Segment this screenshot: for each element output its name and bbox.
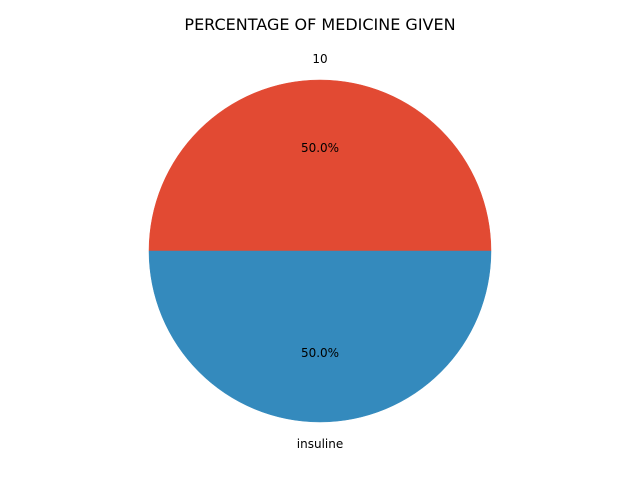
chart-title: PERCENTAGE OF MEDICINE GIVEN bbox=[184, 15, 455, 34]
slice-percent-label: 50.0% bbox=[301, 346, 339, 360]
slice-label: 10 bbox=[312, 52, 327, 66]
pie-slices bbox=[148, 79, 492, 423]
pie-slice-insuline bbox=[148, 250, 492, 423]
pie-labels: 10 50.0% insuline 50.0% bbox=[297, 52, 343, 451]
slice-percent-label: 50.0% bbox=[301, 141, 339, 155]
pie-slice-10 bbox=[148, 79, 492, 252]
slice-label: insuline bbox=[297, 437, 343, 451]
